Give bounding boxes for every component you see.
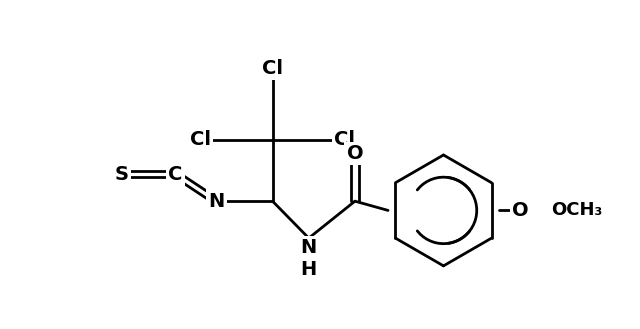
Text: S: S (115, 165, 129, 184)
Text: N: N (208, 192, 225, 211)
Text: Cl: Cl (334, 130, 355, 149)
Text: Cl: Cl (190, 130, 211, 149)
Text: OCH₃: OCH₃ (551, 201, 602, 219)
Text: N
H: N H (301, 238, 317, 279)
Text: C: C (168, 165, 183, 184)
Text: O: O (512, 201, 529, 220)
Text: Cl: Cl (262, 59, 283, 78)
Text: O: O (347, 144, 364, 163)
